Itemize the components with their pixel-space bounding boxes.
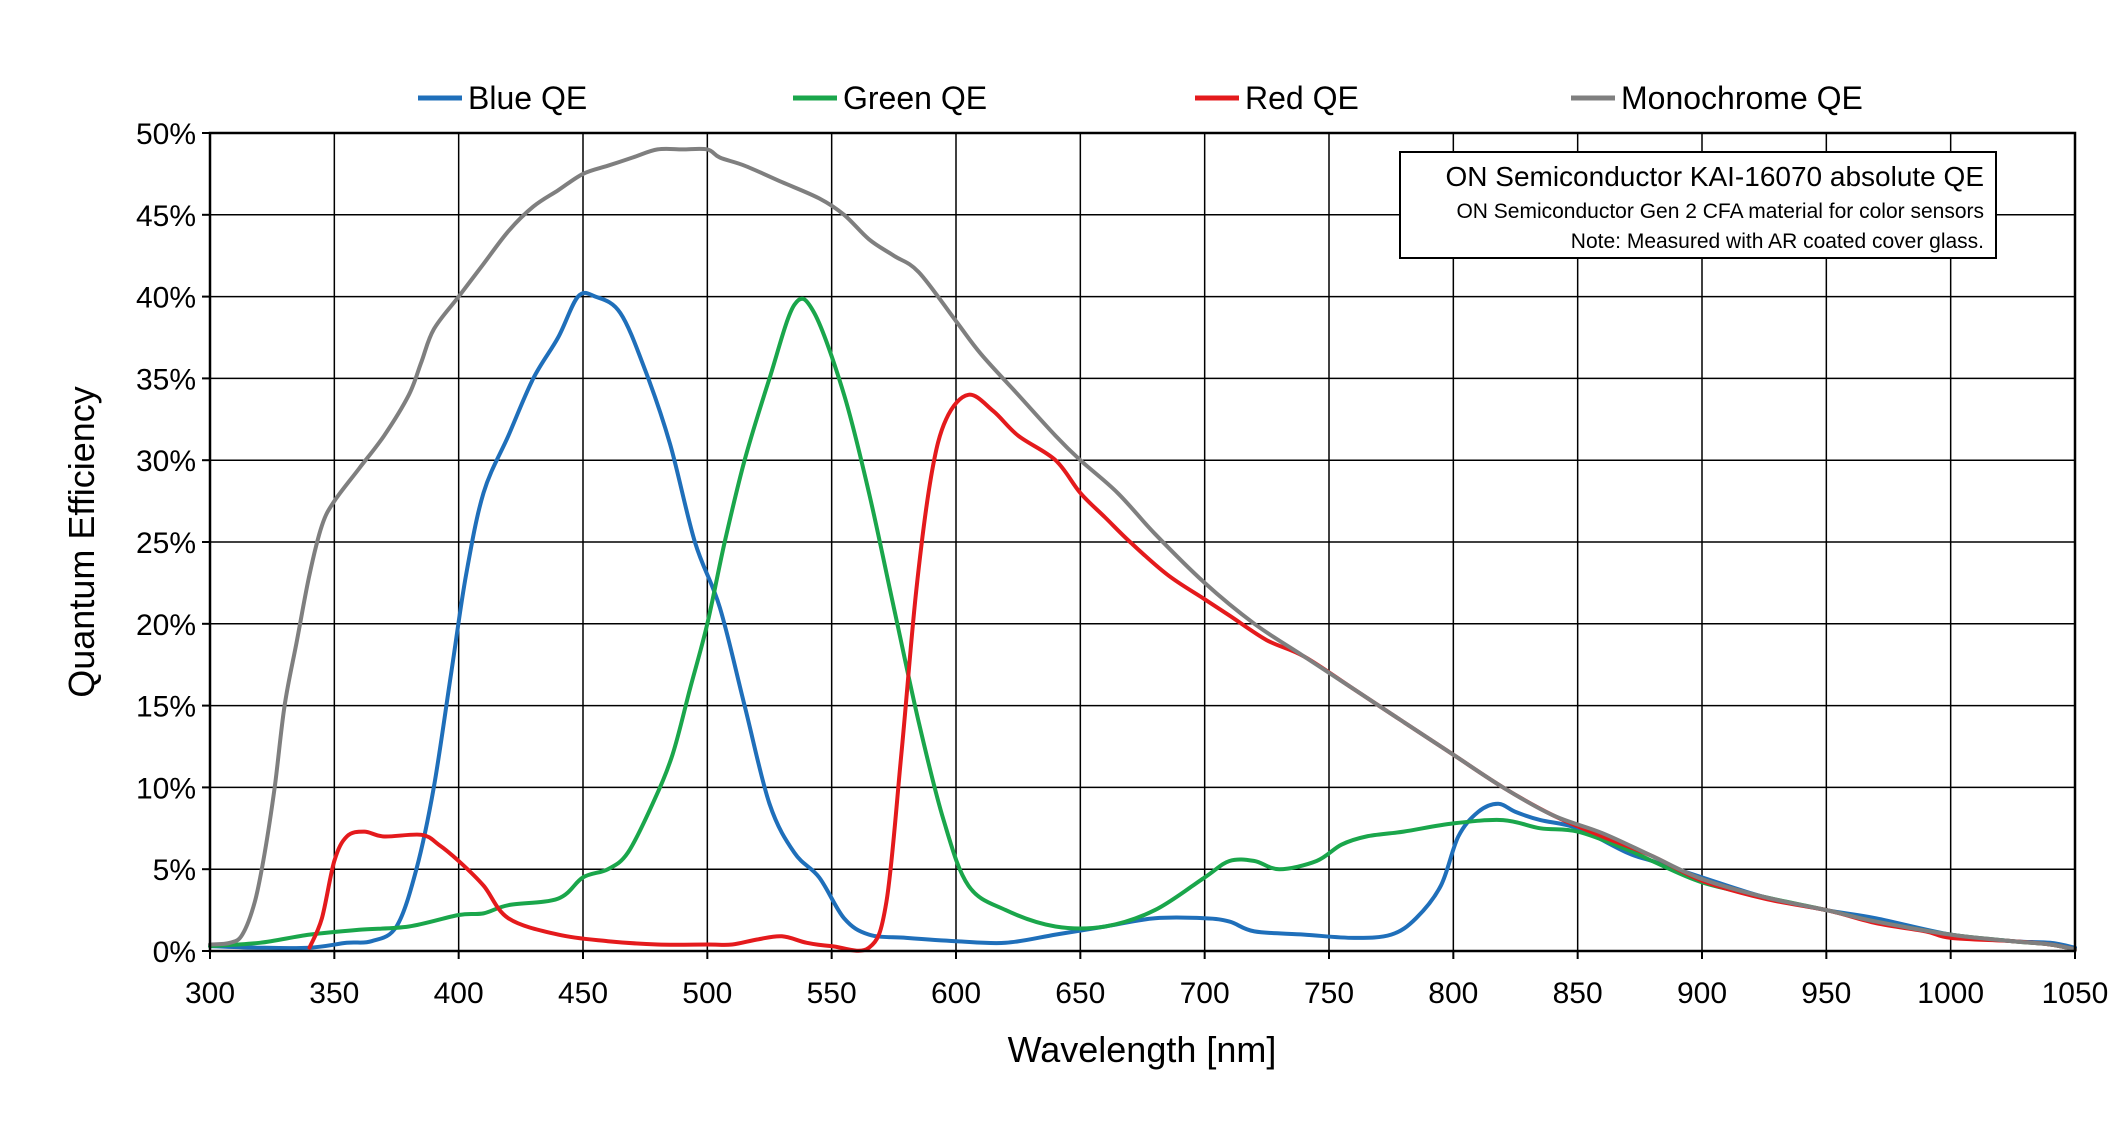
x-tick-label: 700: [1180, 977, 1230, 1010]
annotation-line-2: Note: Measured with AR coated cover glas…: [1571, 230, 1984, 253]
x-tick-label: 600: [931, 977, 981, 1010]
x-tick-label: 500: [682, 977, 732, 1010]
y-tick-label: 5%: [153, 854, 196, 887]
legend-label-green-qe: Green QE: [843, 80, 987, 116]
y-tick-label: 15%: [136, 691, 196, 724]
y-tick-label: 10%: [136, 772, 196, 805]
annotation-line-1: ON Semiconductor Gen 2 CFA material for …: [1456, 200, 1984, 223]
x-tick-label: 400: [434, 977, 484, 1010]
series-line-green-qe: [208, 296, 2077, 952]
y-axis-label: Quantum Efficiency: [61, 386, 102, 697]
x-tick-label: 300: [185, 977, 235, 1010]
x-tick-label: 350: [309, 977, 359, 1010]
x-tick-labels: 300 350 400 450 500 550 600 650 700 750 800 850 900 9…: [185, 951, 2108, 1010]
y-tick-label: 45%: [136, 200, 196, 233]
annotation-frame: [1399, 151, 1997, 259]
legend: Blue QE Green QE Red QE Monochrome QE: [418, 80, 1863, 116]
y-tick-label: 50%: [136, 118, 196, 151]
x-tick-label: 450: [558, 977, 608, 1010]
y-tick-label: 40%: [136, 282, 196, 315]
x-tick-label: 900: [1677, 977, 1727, 1010]
y-tick-label: 20%: [136, 609, 196, 642]
annotation-box: ON Semiconductor KAI-16070 absolute QE O…: [1399, 151, 1997, 259]
annotation-title: ON Semiconductor KAI-16070 absolute QE: [1445, 161, 1984, 192]
legend-label-red-qe: Red QE: [1245, 80, 1359, 116]
x-tick-label: 800: [1428, 977, 1478, 1010]
x-tick-label: 1050: [2042, 977, 2109, 1010]
y-tick-label: 0%: [153, 936, 196, 969]
x-tick-label: 850: [1553, 977, 1603, 1010]
series-lines: [208, 146, 2077, 953]
y-tick-label: 30%: [136, 445, 196, 478]
x-tick-label: 550: [807, 977, 857, 1010]
x-tick-label: 750: [1304, 977, 1354, 1010]
x-axis-label: Wavelength [nm]: [1008, 1029, 1277, 1070]
grid-lines: [210, 133, 2075, 951]
x-tick-label: 650: [1055, 977, 1105, 1010]
x-tick-label: 1000: [1917, 977, 1984, 1010]
y-tick-label: 25%: [136, 527, 196, 560]
series-line-monochrome-qe: [208, 146, 2077, 952]
legend-label-monochrome-qe: Monochrome QE: [1621, 80, 1863, 116]
x-tick-label: 950: [1801, 977, 1851, 1010]
y-tick-labels: 0% 5% 10% 15% 20% 25% 30% 35% 40% 45% 50%: [136, 118, 210, 969]
legend-label-blue-qe: Blue QE: [468, 80, 587, 116]
y-tick-label: 35%: [136, 363, 196, 396]
